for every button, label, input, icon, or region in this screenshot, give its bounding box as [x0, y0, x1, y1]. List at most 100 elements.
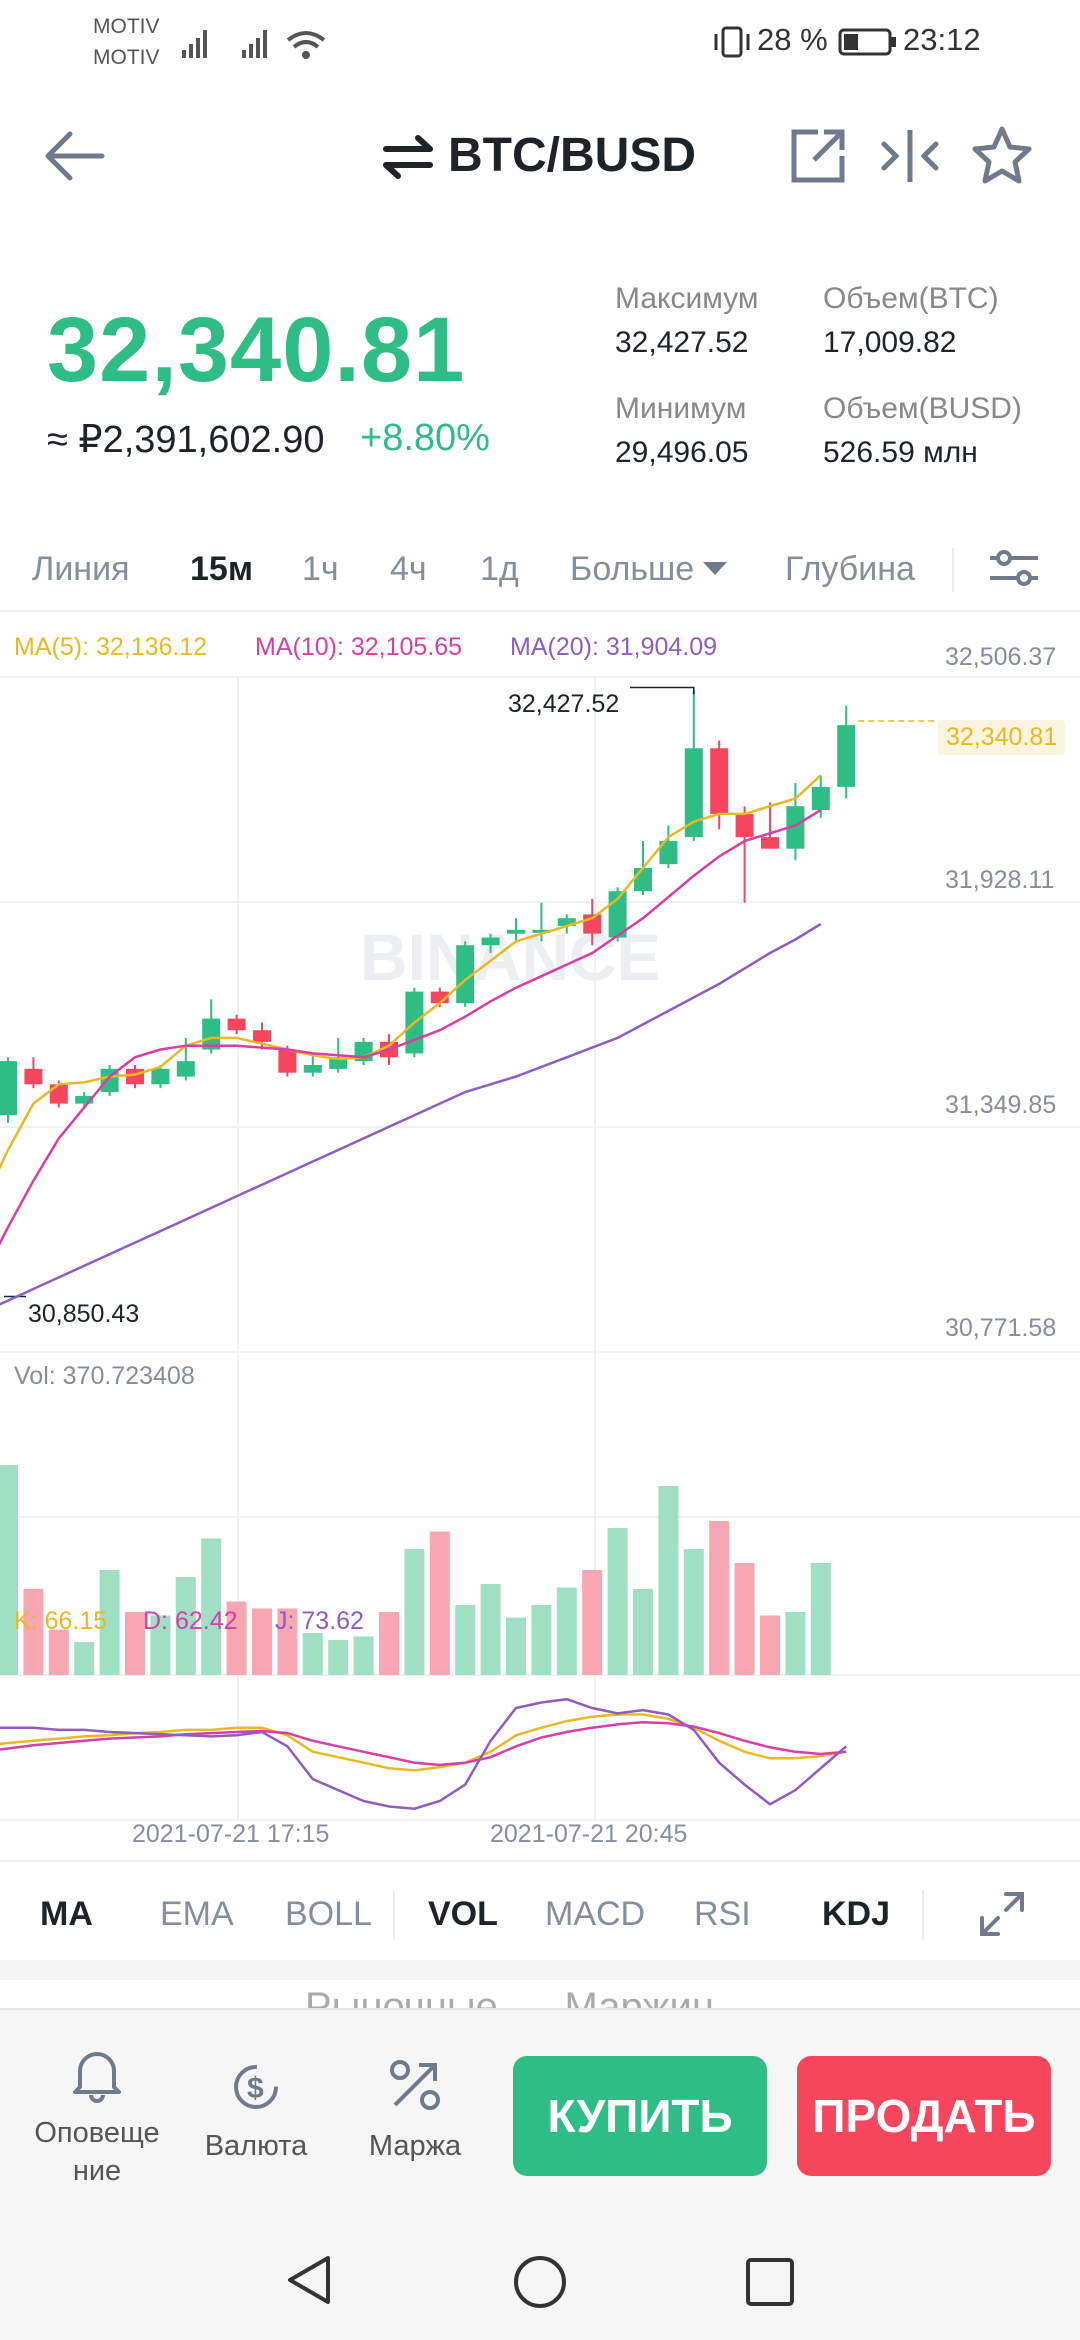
tab-divider	[952, 548, 954, 592]
candle-body	[126, 1068, 144, 1085]
x-tick-2: 2021-07-21 20:45	[490, 1820, 688, 1848]
high-marker: 32,427.52	[508, 690, 620, 718]
volume-bar	[328, 1640, 349, 1675]
carrier-1: MOTIV	[93, 15, 160, 38]
candle-body	[481, 937, 500, 946]
tab-15m[interactable]: 15м	[190, 550, 253, 588]
back-arrow-icon[interactable]	[38, 126, 108, 186]
currency-label[interactable]: Валюта	[204, 2130, 308, 2162]
volume-bar	[506, 1617, 526, 1675]
signal-wifi-icons	[182, 30, 326, 59]
candle-body	[456, 945, 475, 1004]
tab-depth[interactable]: Глубина	[785, 550, 915, 588]
currency-icon[interactable]: $	[227, 2058, 285, 2116]
chart-top-border	[0, 610, 1080, 612]
kdj-k-label: K: 66.15	[14, 1607, 108, 1635]
buy-button[interactable]: КУПИТЬ	[513, 2056, 767, 2176]
volume-bar	[683, 1549, 704, 1675]
volume-bar	[404, 1549, 425, 1675]
candle-body	[786, 806, 805, 849]
volume-bar	[99, 1570, 120, 1675]
y-tick-2: 31,928.11	[945, 866, 1055, 894]
kline-chart[interactable]: BINANCE	[0, 612, 1080, 1862]
tab-more[interactable]: Больше	[570, 550, 730, 589]
low-marker: 30,850.43	[28, 1300, 140, 1328]
ind-rsi[interactable]: RSI	[694, 1895, 751, 1933]
peek-tabs: Рыночные Маржин	[0, 1980, 1080, 2010]
kdj-j-label: J: 73.62	[275, 1607, 364, 1635]
nav-recents-icon[interactable]	[742, 2254, 798, 2310]
pair-title[interactable]: BTC/BUSD	[448, 129, 696, 182]
volume-bar	[480, 1584, 501, 1675]
ind-ema[interactable]: EMA	[160, 1895, 234, 1933]
candle-body	[49, 1084, 68, 1104]
ma5-label: MA(5): 32,136.12	[14, 633, 208, 661]
ind-ma[interactable]: MA	[40, 1895, 93, 1933]
candle-body	[176, 1061, 195, 1077]
candle-body	[811, 786, 830, 811]
tab-1d[interactable]: 1д	[480, 550, 519, 588]
sell-button[interactable]: ПРОДАТЬ	[797, 2056, 1051, 2176]
volume-bar	[353, 1636, 374, 1675]
candle-body	[24, 1068, 43, 1085]
candle-body	[532, 929, 551, 933]
margin-icon[interactable]	[385, 2055, 445, 2115]
volume-bar	[277, 1608, 298, 1675]
volume-bar	[455, 1605, 476, 1675]
tab-more-label: Больше	[570, 550, 695, 588]
peek-text: Рыночные Маржин	[305, 1985, 714, 2010]
ma5-line	[0, 774, 822, 1170]
volume-bar	[0, 1465, 18, 1675]
compare-icon[interactable]	[878, 126, 942, 186]
ind-boll[interactable]: BOLL	[285, 1895, 372, 1933]
candle-body	[761, 837, 779, 849]
candle-body	[329, 1057, 348, 1069]
candle-body	[837, 725, 856, 787]
candle-body	[710, 748, 729, 814]
kdj-j-line	[0, 1697, 848, 1810]
ind-kdj[interactable]: KDJ	[822, 1895, 891, 1933]
bell-icon[interactable]	[70, 2045, 124, 2103]
vol-base-label: Объем(BTC)	[823, 282, 999, 315]
star-icon[interactable]	[970, 124, 1034, 188]
volume-bar	[226, 1601, 247, 1675]
carrier-2: MOTIV	[93, 46, 160, 69]
tab-4h[interactable]: 4ч	[390, 550, 427, 588]
volume-bar	[302, 1633, 323, 1675]
vibrate-icon	[714, 26, 750, 58]
volume-bar	[607, 1528, 628, 1675]
ind-macd[interactable]: MACD	[545, 1895, 646, 1933]
volume-bar	[379, 1612, 399, 1675]
vol-base-value: 17,009.82	[823, 326, 957, 359]
ind-vol[interactable]: VOL	[428, 1895, 498, 1933]
nav-back-icon[interactable]	[280, 2250, 340, 2310]
volume-bar	[429, 1531, 450, 1675]
tab-1h[interactable]: 1ч	[302, 550, 339, 588]
fullscreen-icon[interactable]	[978, 1890, 1026, 1938]
price-change: +8.80%	[360, 417, 490, 459]
section-separator	[0, 1960, 1080, 1980]
vol-label: Vol: 370.723408	[14, 1362, 195, 1390]
bottom-border	[0, 2008, 1080, 2010]
candle-body	[507, 929, 525, 934]
ma10-line	[0, 809, 822, 1246]
high-label: Максимум	[615, 282, 759, 315]
volume-bar	[633, 1588, 653, 1675]
candle-body	[202, 1018, 221, 1050]
external-link-icon[interactable]	[788, 126, 848, 186]
candle-body	[0, 1061, 17, 1116]
swap-icon[interactable]	[380, 133, 436, 181]
last-price: 32,340.81	[47, 299, 466, 401]
margin-label[interactable]: Маржа	[368, 2130, 462, 2162]
current-price-tag: 32,340.81	[938, 720, 1066, 755]
tab-line[interactable]: Линия	[32, 550, 130, 588]
volume-bar	[252, 1608, 272, 1675]
alert-label[interactable]: Оповеще ние	[34, 2117, 160, 2187]
volume-bar	[74, 1642, 95, 1675]
x-tick-1: 2021-07-21 17:15	[132, 1820, 330, 1848]
nav-home-icon[interactable]	[510, 2252, 570, 2312]
candle-body	[75, 1095, 94, 1104]
chart-settings-icon[interactable]	[988, 546, 1040, 590]
clock: 23:12	[903, 22, 981, 57]
fiat-price: ≈ ₽2,391,602.90	[47, 419, 325, 461]
